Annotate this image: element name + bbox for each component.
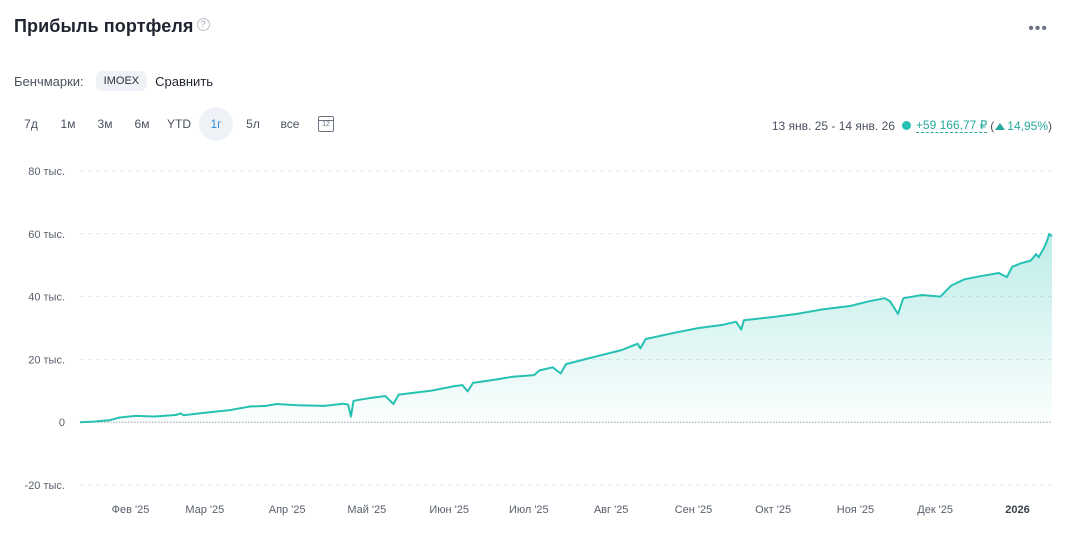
x-tick-label: Мар '25: [185, 504, 224, 516]
range-1m[interactable]: 1м: [60, 117, 76, 131]
page-title: Прибыль портфеля: [14, 16, 194, 36]
x-tick-label: Апр '25: [269, 504, 306, 516]
y-tick-label: 0: [59, 417, 65, 429]
y-tick-label: 80 тыс.: [28, 166, 65, 178]
range-ytd[interactable]: YTD: [167, 117, 191, 131]
more-options-icon[interactable]: •••: [1028, 20, 1048, 37]
range-6m[interactable]: 6м: [134, 117, 150, 131]
x-tick-label: 2026: [1005, 504, 1029, 516]
x-tick-label: Авг '25: [594, 504, 629, 516]
benchmarks-label: Бенчмарки:: [14, 73, 84, 89]
y-tick-label: -20 тыс.: [25, 480, 65, 492]
series-dot-icon: [901, 121, 911, 130]
x-tick-label: Июл '25: [509, 504, 549, 516]
x-tick-label: Окт '25: [755, 504, 791, 516]
profit-line: [79, 232, 1053, 424]
range-7d[interactable]: 7д: [24, 117, 38, 131]
calendar-day: 12: [322, 121, 330, 128]
x-tick-label: Июн '25: [429, 504, 469, 516]
percent-wrap: (14,95%): [990, 119, 1052, 133]
x-tick-label: Май '25: [347, 504, 386, 516]
question-circle-icon[interactable]: ?: [196, 18, 210, 31]
open-paren: (: [990, 118, 995, 133]
range-1y[interactable]: 1г: [199, 107, 233, 141]
x-tick-label: Сен '25: [675, 504, 713, 516]
range-5y[interactable]: 5л: [246, 117, 260, 131]
percent-value: 14,95%: [1007, 118, 1048, 133]
profit-chart[interactable]: 80 тыс. 60 тыс. 40 тыс. 20 тыс. 0 -20 тыс. Фе…: [0, 150, 1076, 546]
calendar-icon[interactable]: 12: [318, 116, 334, 132]
benchmarks-row: Бенчмарки: IMOEX Сравнить: [14, 71, 213, 91]
period-summary: 13 янв. 25 - 14 янв. 26 +59 166,77 ₽ (14…: [772, 118, 1052, 133]
range-all[interactable]: все: [280, 117, 300, 131]
title-row: Прибыль портфеля ?: [14, 16, 210, 37]
benchmark-chip-imoex[interactable]: IMOEX: [95, 71, 148, 91]
y-tick-label: 40 тыс.: [28, 292, 65, 304]
profit-value[interactable]: +59 166,77 ₽: [915, 118, 988, 133]
y-tick-label: 60 тыс.: [28, 229, 65, 241]
x-tick-label: Дек '25: [917, 504, 953, 516]
profit-area: [80, 233, 1052, 423]
x-tick-label: Фев '25: [112, 504, 150, 516]
y-tick-label: 20 тыс.: [28, 354, 65, 366]
range-selector: 7д 1м 3м 6м YTD 1г 5л все 12: [14, 107, 334, 141]
x-tick-label: Ноя '25: [837, 504, 874, 516]
period-range: 13 янв. 25 - 14 янв. 26: [771, 118, 895, 133]
close-paren: ): [1048, 118, 1052, 133]
triangle-up-icon: [995, 122, 1006, 130]
compare-button[interactable]: Сравнить: [155, 73, 214, 89]
range-3m[interactable]: 3м: [97, 117, 113, 131]
